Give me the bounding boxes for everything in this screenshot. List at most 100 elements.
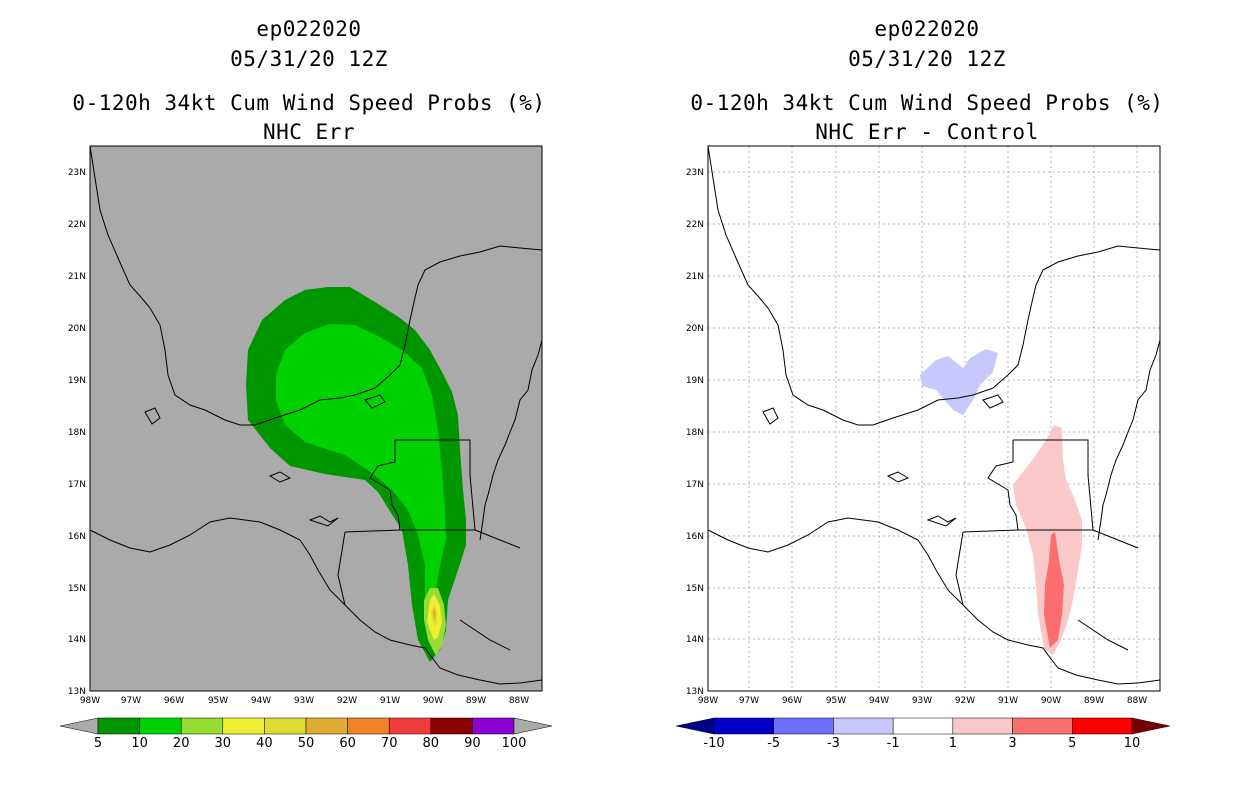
lon-label-93: 93W — [912, 696, 932, 706]
right-panel: ep022020 05/31/20 12Z 0-120h 34kt Cum Wi… — [618, 0, 1236, 800]
prob-60-contour — [433, 608, 436, 621]
lake-feature — [926, 515, 957, 527]
lon-label-93: 93W — [294, 696, 314, 706]
colorbar-label: 5 — [94, 736, 102, 751]
lat-label-15: 15N — [68, 584, 86, 594]
difference-map: 13N 14N 15N 16N 17N 18N 19N 20N 21N 22N … — [675, 145, 1171, 751]
colorbar-label: 10 — [1124, 736, 1141, 751]
colorbar-swatch — [139, 717, 182, 735]
lon-label-94: 94W — [869, 696, 889, 706]
colorbar-swatch — [1072, 717, 1133, 735]
colorbar-swatch — [1012, 717, 1073, 735]
bay-feature — [982, 394, 1004, 409]
lon-label-92: 92W — [337, 696, 357, 706]
colorbar-label: 70 — [381, 736, 398, 751]
lat-label-19: 19N — [68, 376, 86, 386]
lon-label-89: 89W — [466, 696, 486, 706]
colorbar-right: -10 -5 -3 -1 1 3 5 10 — [675, 717, 1171, 751]
interior-border-1 — [337, 531, 346, 606]
colorbar-label: -10 — [703, 736, 724, 751]
colorbar-label: 5 — [1068, 736, 1076, 751]
lat-label-14: 14N — [686, 635, 704, 645]
bay-feature — [364, 394, 386, 409]
colorbar-label: 1 — [949, 736, 957, 751]
lon-label-96: 96W — [782, 696, 802, 706]
lon-label-90: 90W — [1041, 696, 1061, 706]
colorbar-swatch — [430, 717, 473, 735]
diff-pos3-contour — [1044, 532, 1064, 648]
lon-label-95: 95W — [826, 696, 846, 706]
pacific-coast — [89, 517, 543, 685]
colorbar-swatch — [388, 717, 432, 735]
colorbar-under-triangle — [59, 717, 99, 735]
colorbar-swatch — [952, 717, 1013, 735]
diff-pos1-contour — [1013, 425, 1082, 655]
colorbar-label: 80 — [423, 736, 440, 751]
product-title: 0-120h 34kt Cum Wind Speed Probs (%) — [72, 91, 546, 115]
coastlines — [707, 145, 1161, 685]
experiment-name: NHC Err — [262, 120, 355, 144]
lon-label-97: 97W — [121, 696, 141, 706]
interior-border-2 — [1092, 529, 1139, 549]
colorbar-over-triangle — [513, 717, 553, 735]
lon-label-89: 89W — [1084, 696, 1104, 706]
colorbar-label: 3 — [1008, 736, 1016, 751]
lon-label-97: 97W — [739, 696, 759, 706]
colorbar-swatch — [180, 717, 224, 735]
interior-border-3 — [459, 619, 511, 651]
lat-label-22: 22N — [68, 220, 86, 230]
mexico-guatemala-border — [987, 440, 1019, 531]
lat-label-16: 16N — [686, 532, 704, 542]
coastlines — [89, 145, 543, 685]
longitude-axis: 98W 97W 96W 95W 94W 93W 92W 91W 90W 89W … — [80, 696, 529, 706]
lat-label-20: 20N — [686, 324, 704, 334]
lat-label-23: 23N — [686, 168, 704, 178]
yucatan-east-coast — [1097, 339, 1161, 541]
lon-label-95: 95W — [208, 696, 228, 706]
colorbar-label: -3 — [827, 736, 840, 751]
lake-feature — [308, 515, 339, 527]
yucatan-east-coast — [479, 339, 543, 541]
lat-label-13: 13N — [68, 687, 86, 697]
storm-id: ep022020 — [256, 17, 362, 41]
interior-border-3 — [1077, 619, 1129, 651]
lon-label-98: 98W — [698, 696, 718, 706]
latitude-axis: 13N 14N 15N 16N 17N 18N 19N 20N 21N 22N … — [686, 168, 704, 697]
lat-label-23: 23N — [68, 168, 86, 178]
island-feature-1 — [144, 407, 161, 425]
lon-label-88: 88W — [1127, 696, 1147, 706]
colorbar-under-triangle — [675, 717, 715, 735]
island-feature-1 — [762, 407, 779, 425]
lon-label-96: 96W — [164, 696, 184, 706]
experiment-name: NHC Err - Control — [815, 120, 1039, 144]
mexico-guatemala-border — [369, 440, 401, 531]
lon-label-91: 91W — [998, 696, 1018, 706]
central-america-border — [962, 529, 1093, 533]
lat-label-18: 18N — [686, 428, 704, 438]
colorbar-over-triangle — [1131, 717, 1171, 735]
colorbar-swatch — [305, 717, 348, 735]
prob-20-contour — [276, 324, 446, 650]
lat-label-22: 22N — [686, 220, 704, 230]
map-frame — [707, 145, 1161, 692]
colorbar-left: 5 10 20 30 40 50 60 70 80 90 100 — [59, 717, 553, 751]
colorbar-swatch — [833, 717, 894, 735]
colorbar-label: -1 — [887, 736, 900, 751]
lon-label-88: 88W — [509, 696, 529, 706]
lat-label-17: 17N — [686, 480, 704, 490]
longitude-axis: 98W 97W 96W 95W 94W 93W 92W 91W 90W 89W … — [698, 696, 1147, 706]
lon-label-98: 98W — [80, 696, 100, 706]
probability-map: 13N 14N 15N 16N 17N 18N 19N 20N 21N 22N … — [59, 145, 553, 751]
colorbar-swatch — [222, 717, 265, 735]
guatemala-border — [395, 439, 476, 531]
lat-label-16: 16N — [68, 532, 86, 542]
diff-neg-contour — [920, 349, 998, 415]
colorbar-swatch — [472, 717, 515, 735]
colorbar-label: 10 — [131, 736, 148, 751]
interior-border-1 — [955, 531, 964, 606]
colorbar-swatch — [892, 717, 954, 735]
colorbar-label: 60 — [339, 736, 356, 751]
island-feature-2 — [886, 471, 910, 483]
left-panel: ep022020 05/31/20 12Z 0-120h 34kt Cum Wi… — [59, 17, 553, 751]
lon-label-92: 92W — [955, 696, 975, 706]
